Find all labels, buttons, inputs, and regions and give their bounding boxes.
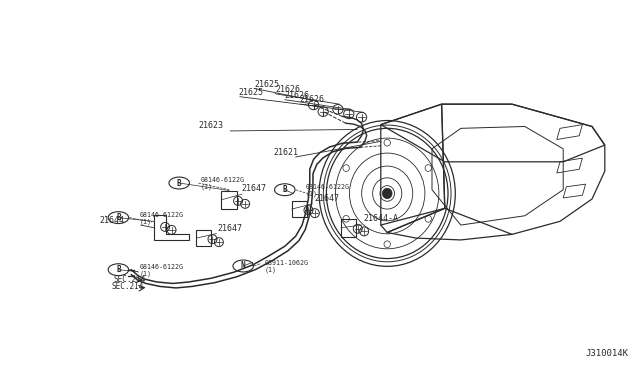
- Text: 08146-6122G: 08146-6122G: [306, 184, 350, 190]
- Text: 21621: 21621: [274, 148, 299, 157]
- Text: (1): (1): [200, 183, 212, 190]
- Text: 08146-6122G: 08146-6122G: [140, 212, 184, 218]
- Ellipse shape: [382, 188, 392, 199]
- Text: 08146-6122G: 08146-6122G: [140, 264, 184, 270]
- Text: B: B: [282, 185, 287, 194]
- Text: B: B: [116, 265, 121, 274]
- Bar: [341, 219, 356, 237]
- Text: J310014K: J310014K: [586, 349, 628, 358]
- Text: 21625: 21625: [238, 88, 263, 97]
- Text: 08146-6122G: 08146-6122G: [200, 177, 244, 183]
- Text: (1): (1): [140, 218, 152, 225]
- Text: 08911-1062G: 08911-1062G: [264, 260, 308, 266]
- Text: SEC.214: SEC.214: [112, 282, 145, 291]
- Text: 21625: 21625: [255, 80, 280, 89]
- Text: (1): (1): [306, 190, 318, 197]
- Text: 21647: 21647: [218, 224, 243, 233]
- Text: 21647: 21647: [242, 185, 267, 193]
- Text: (1): (1): [140, 270, 152, 277]
- Text: 21647: 21647: [315, 194, 340, 203]
- Text: N: N: [241, 262, 246, 270]
- Text: 21626: 21626: [285, 91, 310, 100]
- Bar: [292, 201, 307, 217]
- Text: 21626: 21626: [300, 95, 324, 104]
- Text: B: B: [116, 213, 121, 222]
- Bar: [196, 230, 211, 246]
- Text: B: B: [177, 179, 182, 187]
- Bar: [221, 191, 237, 209]
- Text: 21623: 21623: [198, 121, 223, 130]
- Text: SEC.214: SEC.214: [114, 275, 147, 283]
- Text: (1): (1): [264, 266, 276, 273]
- Text: 21626: 21626: [275, 85, 300, 94]
- Text: 21644: 21644: [99, 216, 124, 225]
- Text: 21644-A: 21644-A: [364, 214, 399, 223]
